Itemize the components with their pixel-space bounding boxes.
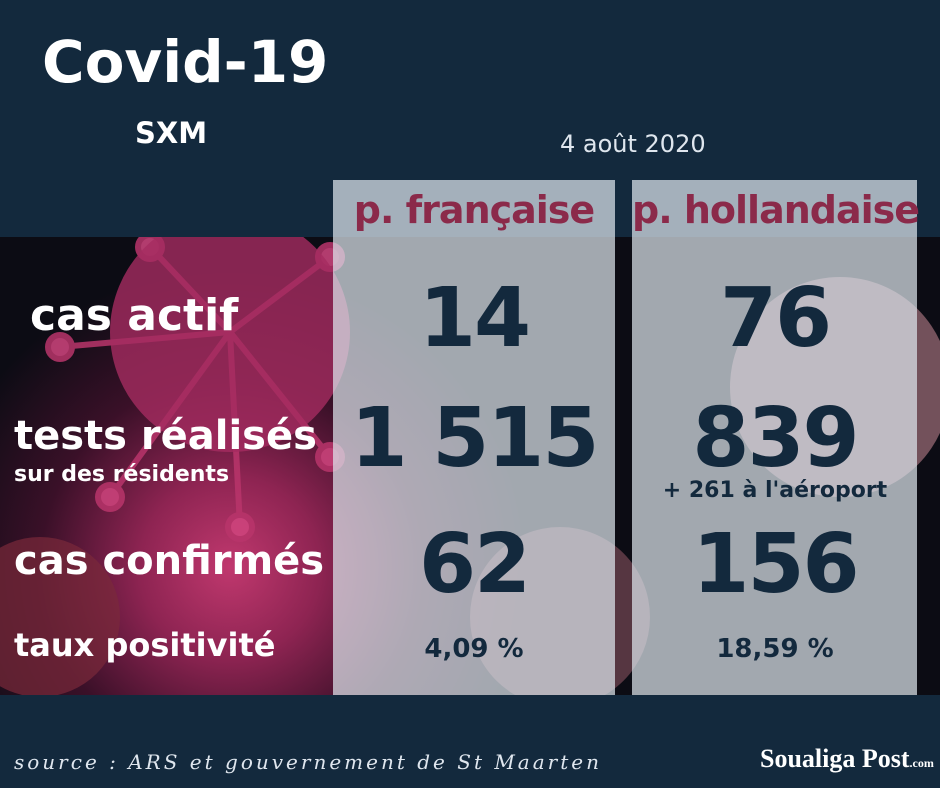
source: source : ARS et gouvernement de St Maart… — [14, 750, 602, 774]
brand-name: Soualiga Post — [760, 744, 910, 773]
column-panel — [333, 180, 615, 695]
column-panel — [632, 180, 917, 695]
row-label: cas confirmés — [14, 538, 325, 584]
value: 839 — [692, 391, 859, 486]
column-header: p. hollandaise — [632, 188, 920, 232]
row-label: cas actif — [30, 290, 239, 341]
value: 18,59 % — [716, 634, 834, 664]
column-header: p. française — [353, 188, 595, 232]
value: 76 — [719, 271, 832, 366]
value: 1 515 — [350, 391, 600, 486]
row-sublabel: sur des résidents — [14, 462, 230, 487]
row-label: tests réalisés — [14, 413, 317, 459]
title: Covid-19 — [42, 28, 329, 96]
value: 14 — [418, 271, 531, 366]
value: 4,09 % — [424, 634, 524, 664]
date: 4 août 2020 — [560, 130, 706, 158]
value-note: + 261 à l'aéroport — [662, 478, 888, 503]
value: 62 — [418, 517, 531, 612]
value: 156 — [692, 517, 859, 612]
row-label: taux positivité — [14, 626, 276, 664]
brand: Soualiga Post.com — [760, 744, 934, 774]
subtitle: SXM — [135, 116, 208, 150]
brand-suffix: .com — [909, 756, 934, 770]
